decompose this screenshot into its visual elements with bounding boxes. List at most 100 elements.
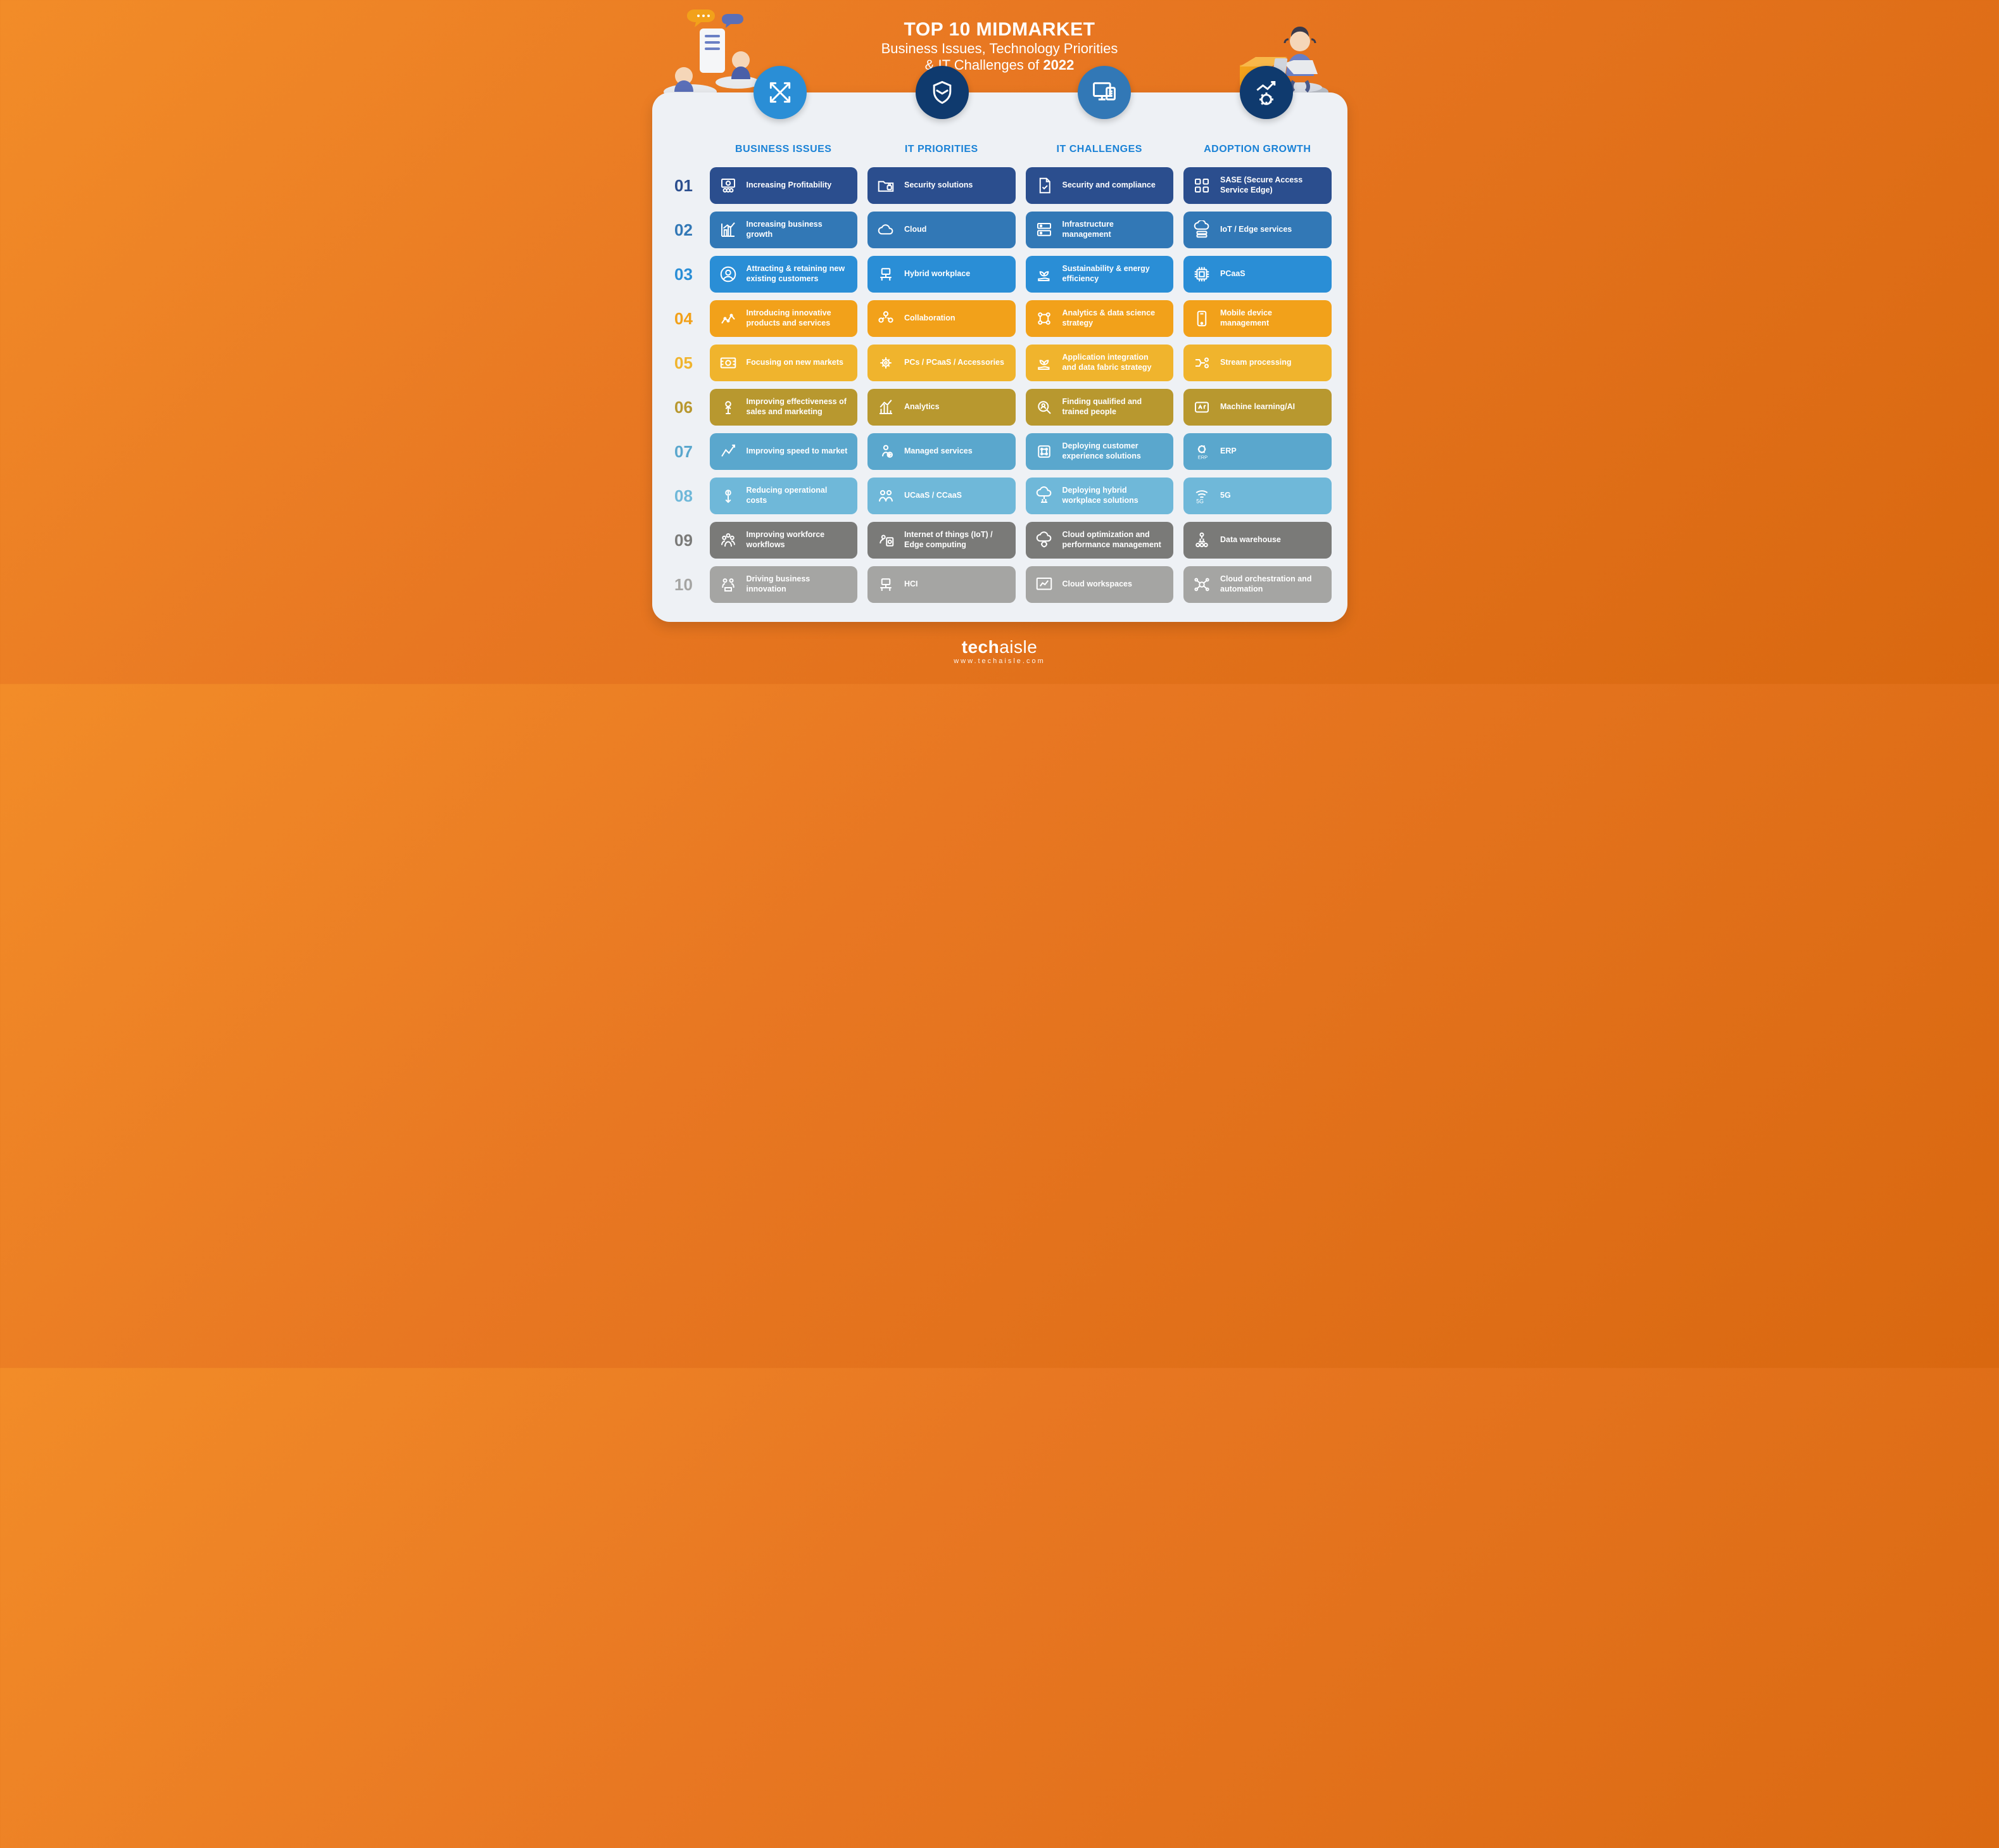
grid-cell: SASE (Secure Access Service Edge) <box>1183 167 1332 204</box>
grid-cell: Infrastructure management <box>1026 212 1174 248</box>
grid-cell: UCaaS / CCaaS <box>867 478 1016 514</box>
phone-icon <box>1191 308 1213 329</box>
grid-cell: Cloud <box>867 212 1016 248</box>
cell-label: Application integration and data fabric … <box>1063 353 1165 372</box>
cell-label: Cloud optimization and performance manag… <box>1063 530 1165 550</box>
grid-cell: PCs / PCaaS / Accessories <box>867 345 1016 381</box>
grid-cell: Stream processing <box>1183 345 1332 381</box>
grid-cell: Managed services <box>867 433 1016 470</box>
innovate-icon <box>717 308 739 329</box>
cell-label: Improving speed to market <box>747 446 848 457</box>
footer: techaisle www.techaisle.com <box>636 628 1363 665</box>
grid-cell: Security solutions <box>867 167 1016 204</box>
grid-cell: Internet of things (IoT) / Edge computin… <box>867 522 1016 559</box>
row-number: 09 <box>668 522 700 559</box>
search-person-icon <box>1033 396 1055 418</box>
ai-icon <box>1191 396 1213 418</box>
row-number: 08 <box>668 478 700 514</box>
grid-cell: Improving speed to market <box>710 433 858 470</box>
grid-cell: Increasing business growth <box>710 212 858 248</box>
cell-label: Cloud workspaces <box>1063 579 1132 590</box>
innovation-icon <box>717 574 739 595</box>
cell-label: Deploying customer experience solutions <box>1063 441 1165 461</box>
cell-label: Managed services <box>904 446 973 457</box>
cell-label: Analytics & data science strategy <box>1063 308 1165 328</box>
cell-label: PCs / PCaaS / Accessories <box>904 358 1004 368</box>
market-icon <box>717 352 739 374</box>
grid-cell: Driving business innovation <box>710 566 858 603</box>
cell-label: Data warehouse <box>1220 535 1281 545</box>
grid-cell: Focusing on new markets <box>710 345 858 381</box>
cloud-stack-icon <box>1191 219 1213 241</box>
cell-label: Introducing innovative products and serv… <box>747 308 849 328</box>
team-icon <box>875 308 897 329</box>
speed-icon <box>717 441 739 462</box>
grid-cell: 5G <box>1183 478 1332 514</box>
row-number: 06 <box>668 389 700 426</box>
cell-label: Security and compliance <box>1063 180 1156 191</box>
cell-label: Hybrid workplace <box>904 269 970 279</box>
stream-icon <box>1191 352 1213 374</box>
grid-cell: Improving effectiveness of sales and mar… <box>710 389 858 426</box>
grid-cell: Improving workforce workflows <box>710 522 858 559</box>
data-strategy-icon <box>1033 308 1055 329</box>
growth-chart-icon <box>717 219 739 241</box>
grid-cell: Analytics <box>867 389 1016 426</box>
brand-left: tech <box>962 637 1000 657</box>
cell-label: PCaaS <box>1220 269 1245 279</box>
cell-label: Sustainability & energy efficiency <box>1063 264 1165 284</box>
grid-cell: Cloud orchestration and automation <box>1183 566 1332 603</box>
grid-cell: Data warehouse <box>1183 522 1332 559</box>
category-header: ADOPTION GROWTH <box>1183 137 1332 162</box>
grid-cell: Deploying hybrid workplace solutions <box>1026 478 1174 514</box>
desk-icon <box>875 263 897 285</box>
grid-cell: Machine learning/AI <box>1183 389 1332 426</box>
cost-icon <box>717 485 739 507</box>
customer-icon <box>717 263 739 285</box>
category-badge <box>1240 66 1293 119</box>
brand-logo: techaisle <box>636 637 1363 657</box>
grid-cell: HCI <box>867 566 1016 603</box>
row-number: 05 <box>668 345 700 381</box>
category-column: IT CHALLENGES Security and compliance Infr… <box>1026 137 1174 603</box>
brand-url: www.techaisle.com <box>636 657 1363 665</box>
hand-leaf-icon <box>1033 352 1055 374</box>
cell-label: Improving effectiveness of sales and mar… <box>747 397 849 417</box>
grid-cell: Hybrid workplace <box>867 256 1016 293</box>
grid-cell: Security and compliance <box>1026 167 1174 204</box>
grid-cell: Deploying customer experience solutions <box>1026 433 1174 470</box>
category-header: IT CHALLENGES <box>1026 137 1174 162</box>
category-badge <box>1078 66 1131 119</box>
cell-label: SASE (Secure Access Service Edge) <box>1220 175 1323 195</box>
hand-leaf-icon <box>1033 263 1055 285</box>
analytics-icon <box>875 396 897 418</box>
cell-label: Increasing Profitability <box>747 180 832 191</box>
grid-cell: Cloud workspaces <box>1026 566 1174 603</box>
number-column: 01020304050607080910 <box>668 167 700 603</box>
cell-label: Infrastructure management <box>1063 220 1165 239</box>
cell-label: UCaaS / CCaaS <box>904 491 962 501</box>
grid-cell: Reducing operational costs <box>710 478 858 514</box>
grid-cell: Introducing innovative products and serv… <box>710 300 858 337</box>
category-column: IT PRIORITIESSecurity solutionsCloudHybr… <box>867 137 1016 603</box>
iot-icon <box>875 529 897 551</box>
cell-label: Improving workforce workflows <box>747 530 849 550</box>
brand-right: aisle <box>999 637 1037 657</box>
cell-label: Focusing on new markets <box>747 358 844 368</box>
cloud-net-icon <box>1033 485 1055 507</box>
grid-cell: Mobile device management <box>1183 300 1332 337</box>
sales-icon <box>717 396 739 418</box>
cloud-icon <box>875 219 897 241</box>
cell-label: Mobile device management <box>1220 308 1323 328</box>
grid-cell: Application integration and data fabric … <box>1026 345 1174 381</box>
category-header: BUSINESS ISSUES <box>710 137 858 162</box>
orchestrate-icon <box>1191 574 1213 595</box>
grid-cell: PCaaS <box>1183 256 1332 293</box>
erp-gear-icon <box>1191 441 1213 462</box>
deploy-icon <box>1033 441 1055 462</box>
category-column: ADOPTION GROWTH SASE (Secure Access Servi… <box>1183 137 1332 603</box>
cell-label: Analytics <box>904 402 940 412</box>
grid-cell: IoT / Edge services <box>1183 212 1332 248</box>
grid-cell: Sustainability & energy efficiency <box>1026 256 1174 293</box>
cell-label: Driving business innovation <box>747 574 849 594</box>
